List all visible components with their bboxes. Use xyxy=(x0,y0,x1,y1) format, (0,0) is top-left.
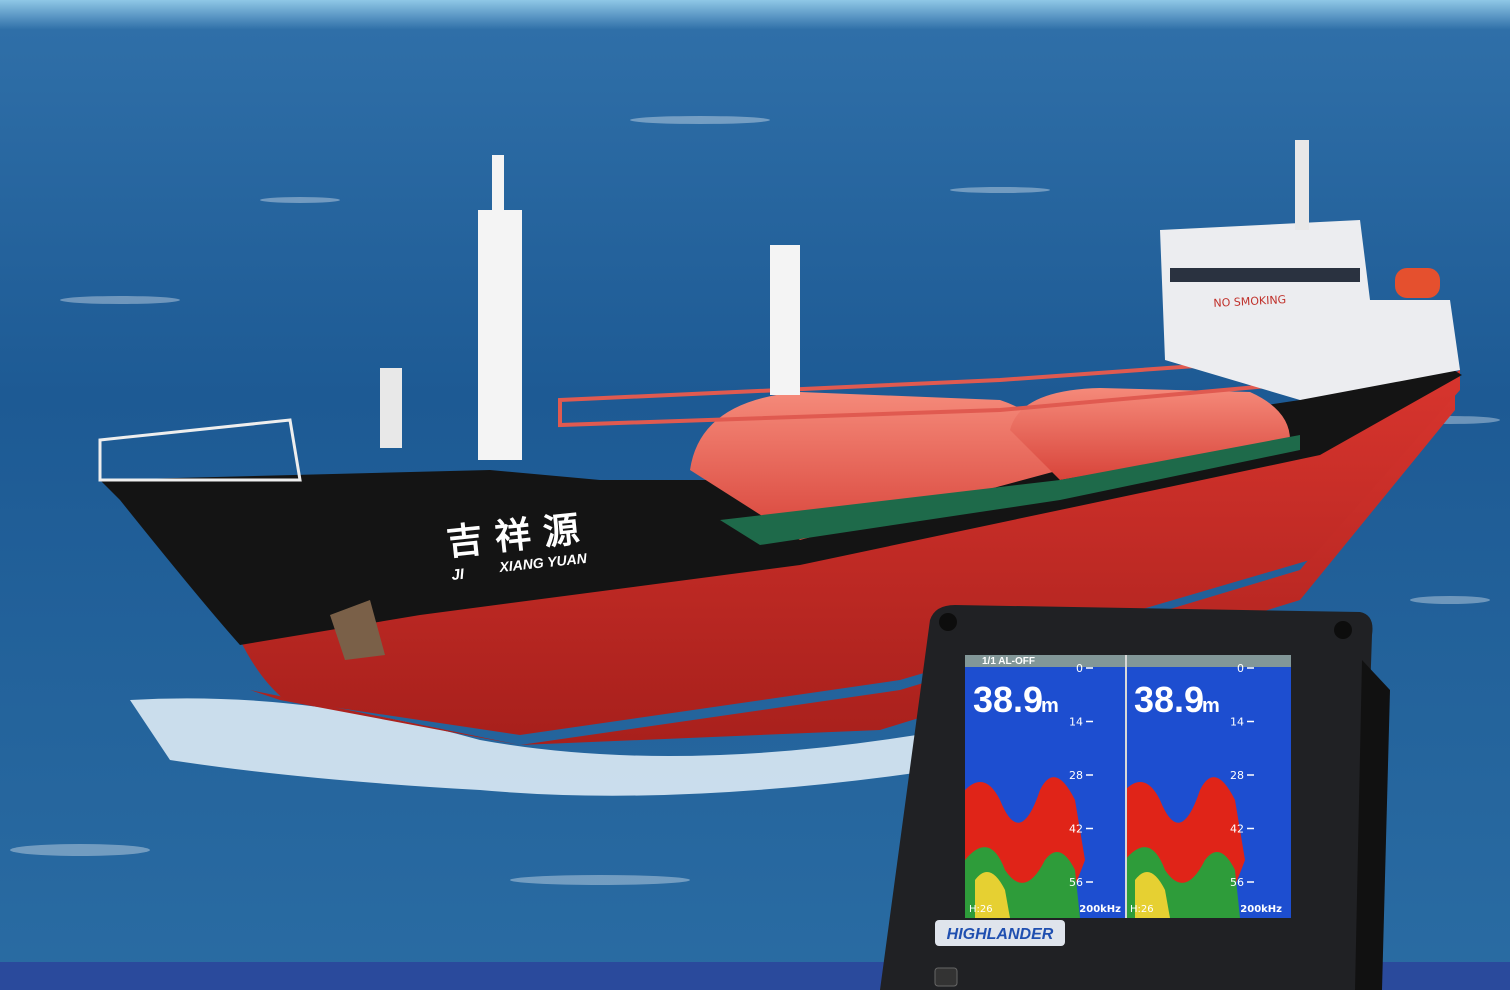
depth-tick-label: 56 xyxy=(1230,876,1244,889)
depth-tick-label: 28 xyxy=(1230,769,1244,782)
depth-unit: m xyxy=(1041,695,1059,717)
screw xyxy=(1334,621,1352,639)
depth-tick-label: 14 xyxy=(1230,716,1244,729)
tank-2 xyxy=(1010,388,1290,480)
depth-tick-label: 56 xyxy=(1069,876,1083,889)
depth: 38.9 xyxy=(973,679,1043,720)
screw xyxy=(939,613,957,631)
top-strip xyxy=(965,655,1291,667)
mast-fore xyxy=(478,210,522,460)
frequency: 200kHz xyxy=(1079,904,1121,915)
anchor xyxy=(330,600,385,660)
status: 1/1 AL-OFF xyxy=(982,656,1035,667)
gain: H:26 xyxy=(969,904,993,915)
bridge-windows xyxy=(1170,268,1360,282)
depth-tick-label: 0 xyxy=(1237,662,1244,675)
gain: H:26 xyxy=(1130,904,1154,915)
depth-tick-label: 14 xyxy=(1069,716,1083,729)
vent xyxy=(380,368,402,448)
depth-unit: m xyxy=(1202,695,1220,717)
green-deck xyxy=(720,435,1300,545)
superstructure xyxy=(1160,220,1460,400)
wake xyxy=(130,698,1000,796)
depth-tick-label: 42 xyxy=(1230,823,1244,836)
tank-1 xyxy=(690,392,1060,540)
frequency: 200kHz xyxy=(1240,904,1282,915)
bow-rail xyxy=(98,418,302,482)
depth: 38.9 xyxy=(1134,679,1204,720)
ship-sign: NO SMOKING xyxy=(1213,293,1286,310)
depth-tick-label: 42 xyxy=(1069,823,1083,836)
depth-tick-label: 28 xyxy=(1069,769,1083,782)
device-side xyxy=(1355,660,1390,990)
mast-aft xyxy=(1295,140,1309,230)
mast-mid xyxy=(770,245,800,395)
mast-top xyxy=(492,155,504,215)
lifeboat xyxy=(1395,268,1440,298)
brand-plate xyxy=(935,920,1065,946)
menu-button[interactable] xyxy=(934,967,958,987)
echo xyxy=(965,777,1245,918)
ship-name-ji: JI xyxy=(451,566,466,584)
depth-tick-label: 0 xyxy=(1076,662,1083,675)
brand: HIGHLANDER xyxy=(947,926,1054,943)
